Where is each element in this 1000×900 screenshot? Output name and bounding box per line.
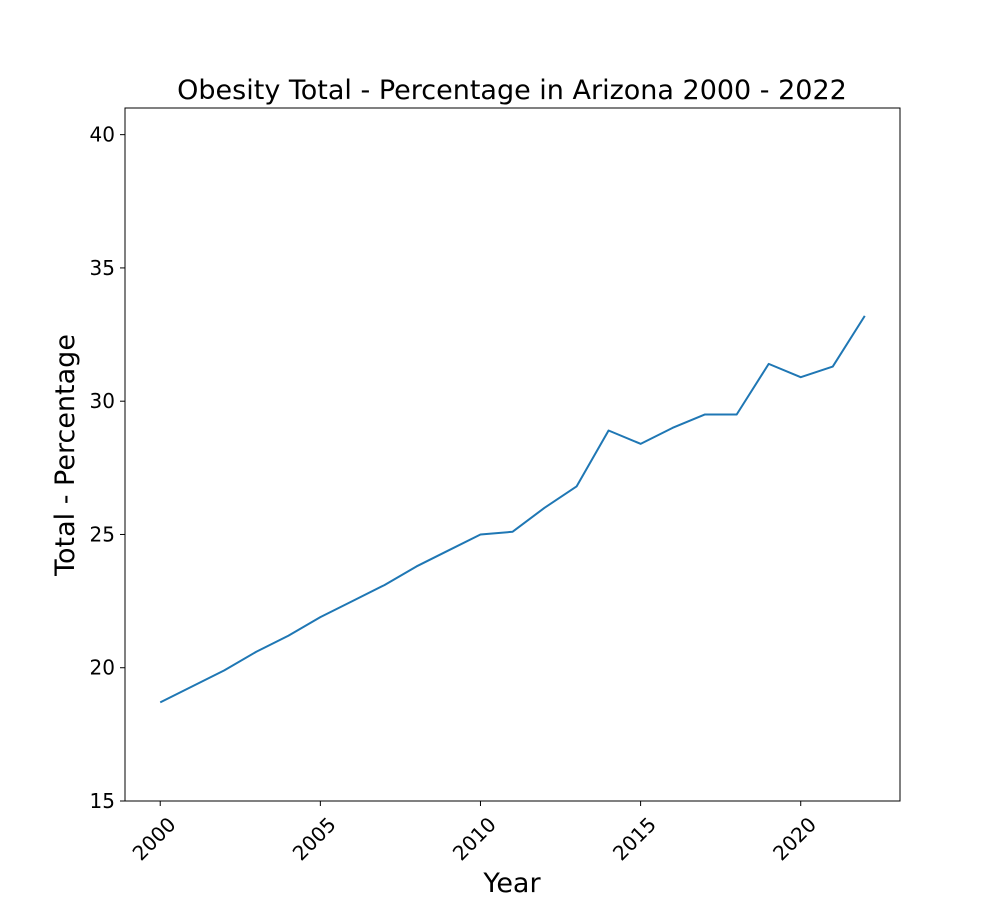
y-axis-label: Total - Percentage (50, 334, 81, 577)
data-point (478, 532, 482, 536)
data-point (511, 530, 515, 534)
x-tick-label: 2005 (288, 812, 341, 865)
data-points (158, 314, 867, 704)
data-point (575, 484, 579, 488)
data-point (446, 548, 450, 552)
x-tick-label: 2020 (768, 812, 821, 865)
plot-area-frame (124, 107, 901, 802)
data-point (254, 650, 258, 654)
y-axis: 15 20 25 30 35 40 (90, 123, 125, 813)
data-point (543, 506, 547, 510)
y-tick-label: 30 (90, 389, 115, 413)
x-tick-label: 2010 (448, 812, 501, 865)
data-point (767, 362, 771, 366)
data-point (671, 426, 675, 430)
x-tick-label: 2015 (608, 812, 661, 865)
data-point (639, 442, 643, 446)
data-point (286, 634, 290, 638)
series-line (159, 315, 866, 704)
x-axis-label: Year (482, 868, 541, 899)
data-point (350, 599, 354, 603)
data-point (414, 564, 418, 568)
data-point (222, 668, 226, 672)
x-axis: 2000 2005 2010 2015 2020 (128, 801, 821, 865)
data-point (190, 684, 194, 688)
data-point (863, 314, 867, 318)
data-point (607, 429, 611, 433)
x-tick-label: 2000 (128, 812, 181, 865)
data-point (735, 413, 739, 417)
y-tick-label: 20 (90, 656, 115, 680)
y-tick-label: 40 (90, 123, 115, 147)
data-point (318, 615, 322, 619)
y-tick-label: 15 (90, 789, 115, 813)
y-tick-label: 25 (90, 522, 115, 546)
data-point (158, 700, 162, 704)
y-tick-label: 35 (90, 256, 115, 280)
data-point (831, 365, 835, 369)
data-point (382, 583, 386, 587)
data-point (799, 375, 803, 379)
data-point (703, 413, 707, 417)
chart-title: Obesity Total - Percentage in Arizona 20… (177, 75, 847, 106)
